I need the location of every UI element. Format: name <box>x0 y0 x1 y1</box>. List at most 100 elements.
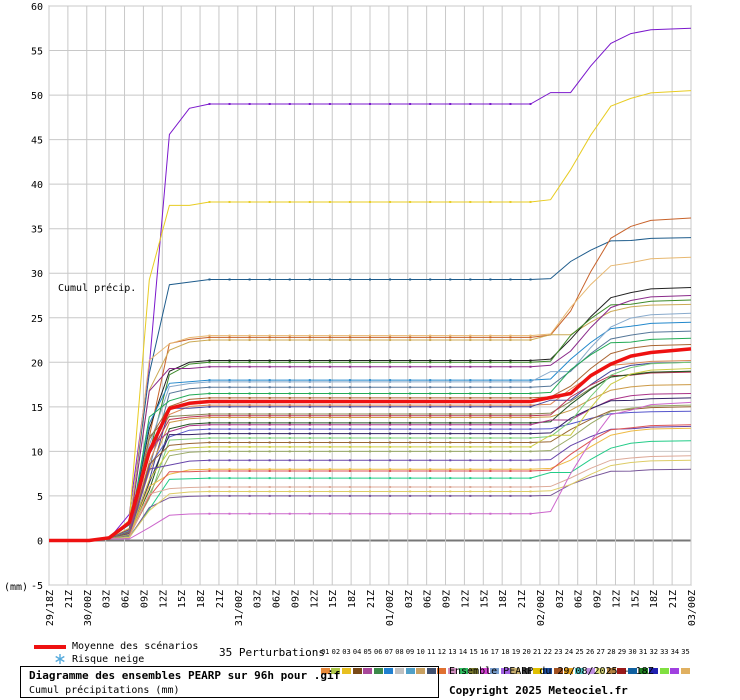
series-marker <box>509 437 512 440</box>
series-marker <box>489 365 492 368</box>
series-marker <box>228 437 231 440</box>
legend-mean: Moyenne des scénarios <box>34 641 198 652</box>
series-marker <box>288 278 291 281</box>
series-marker <box>328 336 331 339</box>
x-tick-label: 09Z <box>290 590 301 608</box>
perturbation-id: 09 <box>405 648 415 656</box>
series-marker <box>228 386 231 389</box>
series-marker <box>308 459 311 462</box>
x-tick-label: 06Z <box>423 590 434 608</box>
series-marker <box>509 414 512 417</box>
series-marker <box>529 278 532 281</box>
series-marker <box>469 278 472 281</box>
series-marker <box>268 428 271 431</box>
series-marker <box>328 459 331 462</box>
series-marker <box>529 459 532 462</box>
perturbation-swatch <box>543 668 553 674</box>
perturbation-swatch <box>628 668 638 674</box>
perturbation-id: 23 <box>554 648 563 656</box>
series-marker <box>489 405 492 408</box>
series-marker <box>288 416 291 419</box>
series-marker <box>369 414 371 417</box>
series-marker <box>429 396 432 399</box>
series-marker <box>369 423 371 426</box>
series-marker <box>469 512 472 515</box>
series-marker <box>369 477 371 480</box>
series-marker <box>389 339 392 342</box>
series-marker <box>348 468 351 471</box>
series-marker <box>348 405 351 408</box>
series-marker <box>389 386 392 389</box>
series-marker <box>409 380 412 383</box>
series-marker <box>348 365 351 368</box>
series-marker <box>429 490 432 493</box>
series-marker <box>409 361 412 364</box>
series-marker <box>308 359 311 362</box>
series-marker <box>449 469 452 472</box>
series-marker <box>469 392 472 395</box>
perturbation-swatch <box>352 668 362 674</box>
series-marker <box>489 441 492 444</box>
perturbation-id: 34 <box>670 648 680 656</box>
series-marker <box>489 450 492 453</box>
series-marker <box>429 421 432 424</box>
series-marker <box>228 412 231 415</box>
series-marker <box>369 469 371 472</box>
series-marker <box>228 200 231 203</box>
series-marker <box>449 414 452 417</box>
series-marker <box>449 494 452 497</box>
series-marker <box>509 469 512 472</box>
series-marker <box>449 490 452 493</box>
series-marker <box>389 200 392 203</box>
ensemble-chart: -5 0 5 10 15 20 25 30 35 40 45 50 55 60 29/18Z 21Z 30/0… <box>4 2 698 626</box>
series-marker <box>529 512 532 515</box>
series-marker <box>469 423 472 426</box>
series-marker <box>489 359 492 362</box>
series-marker <box>268 102 271 105</box>
series-marker <box>348 339 351 342</box>
perturbation-id: 05 <box>363 648 372 656</box>
series-marker <box>469 200 472 203</box>
series-marker <box>449 432 452 435</box>
y-tick-label: 45 <box>31 136 43 147</box>
series-marker <box>449 428 452 431</box>
series-marker <box>268 414 271 417</box>
series-marker <box>429 416 432 419</box>
series-marker <box>288 334 291 337</box>
series-marker <box>308 416 311 419</box>
series-marker <box>429 339 432 342</box>
series-marker <box>328 469 331 472</box>
series-marker <box>268 494 271 497</box>
series-marker <box>449 477 452 480</box>
series-marker <box>228 486 231 489</box>
series-marker <box>509 421 512 424</box>
series-marker <box>509 486 512 489</box>
series-marker <box>409 339 412 342</box>
x-tick-label: 15Z <box>177 590 188 608</box>
series-marker <box>288 432 291 435</box>
series-marker <box>348 412 351 415</box>
series-marker <box>308 404 311 407</box>
series-marker <box>308 423 311 426</box>
series-marker <box>228 379 231 382</box>
series-marker <box>248 102 251 105</box>
x-tick-label: 09Z <box>593 590 604 608</box>
series-marker <box>268 365 271 368</box>
series-marker <box>228 278 231 281</box>
series-marker <box>389 380 392 383</box>
series-marker <box>529 423 532 426</box>
series-marker <box>288 437 291 440</box>
series-marker <box>389 102 392 105</box>
series-marker <box>409 278 412 281</box>
perturbation-swatch <box>617 668 627 674</box>
series-marker <box>248 468 251 471</box>
series-marker <box>308 437 311 440</box>
series-marker <box>328 486 331 489</box>
series-marker <box>228 396 231 399</box>
series-marker <box>429 512 432 515</box>
perturbation-swatch <box>469 668 479 674</box>
perturbation-swatch <box>522 668 532 674</box>
series-marker <box>348 490 351 493</box>
series-marker <box>328 414 331 417</box>
perturbation-id: 06 <box>374 648 383 656</box>
